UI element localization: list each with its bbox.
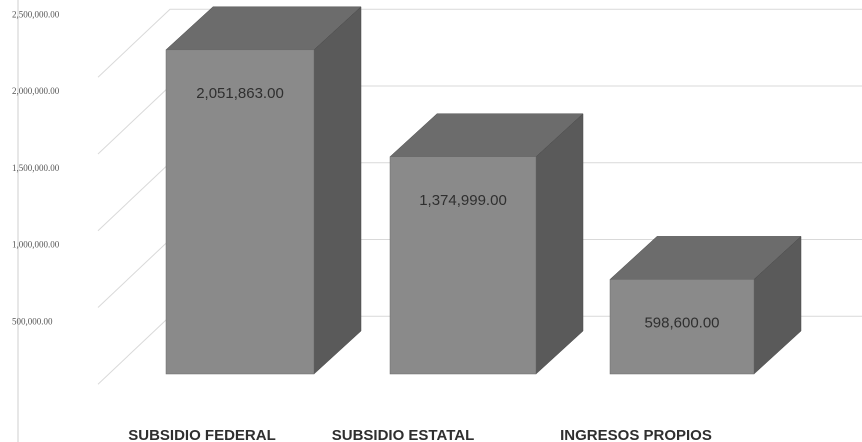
y-tick-label-1: 500,000.00 <box>12 316 53 326</box>
bar-front-face <box>165 49 315 375</box>
bar-front-face <box>389 156 537 375</box>
x-category-label-ingresos-propios: INGRESOS PROPIOS <box>560 427 712 442</box>
y-tick-label-5: 2,500,000.00 <box>12 9 60 19</box>
bars: 2,051,863.00 1,374,999.00 598,600.00 <box>165 6 802 375</box>
y-tick-label-2: 1,000,000.00 <box>12 240 60 250</box>
bar-subsidio-estatal: 1,374,999.00 <box>389 113 584 375</box>
x-axis: SUBSIDIO FEDERAL SUBSIDIO ESTATAL INGRESOS… <box>128 427 712 442</box>
bar-ingresos-propios: 598,600.00 <box>609 235 802 375</box>
bar-subsidio-federal: 2,051,863.00 <box>165 6 362 375</box>
gridline-5 <box>97 8 862 78</box>
bar-side-face <box>313 6 362 375</box>
bar-front-face <box>609 279 755 375</box>
data-label-subsidio-federal: 2,051,863.00 <box>196 85 284 102</box>
data-label-ingresos-propios: 598,600.00 <box>644 314 719 331</box>
y-tick-label-3: 1,500,000.00 <box>12 163 60 173</box>
x-category-label-subsidio-federal: SUBSIDIO FEDERAL <box>128 427 276 442</box>
x-category-label-subsidio-estatal: SUBSIDIO ESTATAL <box>332 427 475 442</box>
data-label-subsidio-estatal: 1,374,999.00 <box>419 192 507 209</box>
y-tick-label-4: 2,000,000.00 <box>12 86 60 96</box>
bar-side-face <box>535 113 584 375</box>
y-axis: 500,000.00 1,000,000.00 1,500,000.00 2,000,… <box>12 9 60 326</box>
